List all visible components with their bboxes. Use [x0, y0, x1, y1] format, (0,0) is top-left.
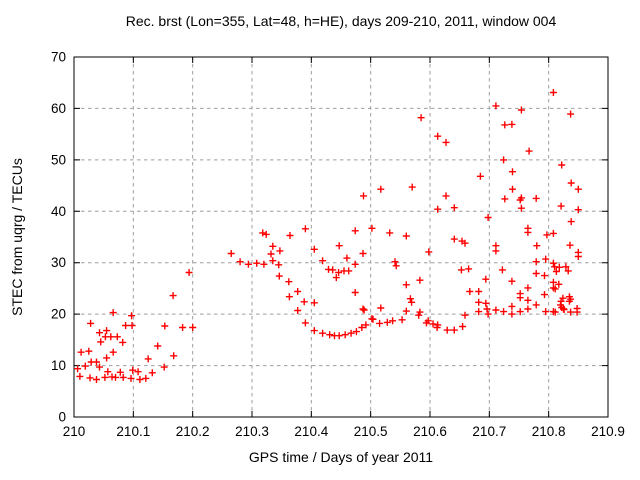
y-tick-label: 50 — [51, 152, 66, 167]
x-tick-label: 210.4 — [294, 424, 328, 439]
x-tick-label: 210.9 — [591, 424, 625, 439]
x-tick-label: 210 — [63, 424, 86, 439]
y-tick-label: 20 — [51, 307, 66, 322]
x-tick-label: 210.7 — [472, 424, 506, 439]
chart-title: Rec. brst (Lon=355, Lat=48, h=HE), days … — [125, 13, 557, 29]
x-tick-label: 210.8 — [532, 424, 566, 439]
y-tick-label: 70 — [51, 50, 66, 65]
x-axis-label: GPS time / Days of year 2011 — [248, 449, 434, 465]
data-points — [74, 89, 582, 383]
y-tick-label: 10 — [51, 358, 66, 373]
x-tick-label: 210.1 — [116, 424, 150, 439]
y-tick-label: 0 — [58, 410, 66, 425]
x-tick-label: 210.2 — [176, 424, 210, 439]
tick-marks — [73, 56, 609, 418]
x-tick-label: 210.3 — [235, 424, 269, 439]
y-tick-label: 30 — [51, 255, 66, 270]
y-tick-label: 40 — [51, 204, 66, 219]
y-tick-label: 60 — [51, 101, 66, 116]
x-tick-label: 210.6 — [413, 424, 447, 439]
x-tick-label: 210.5 — [354, 424, 388, 439]
grid-lines — [74, 57, 608, 417]
plot-border — [73, 56, 609, 418]
